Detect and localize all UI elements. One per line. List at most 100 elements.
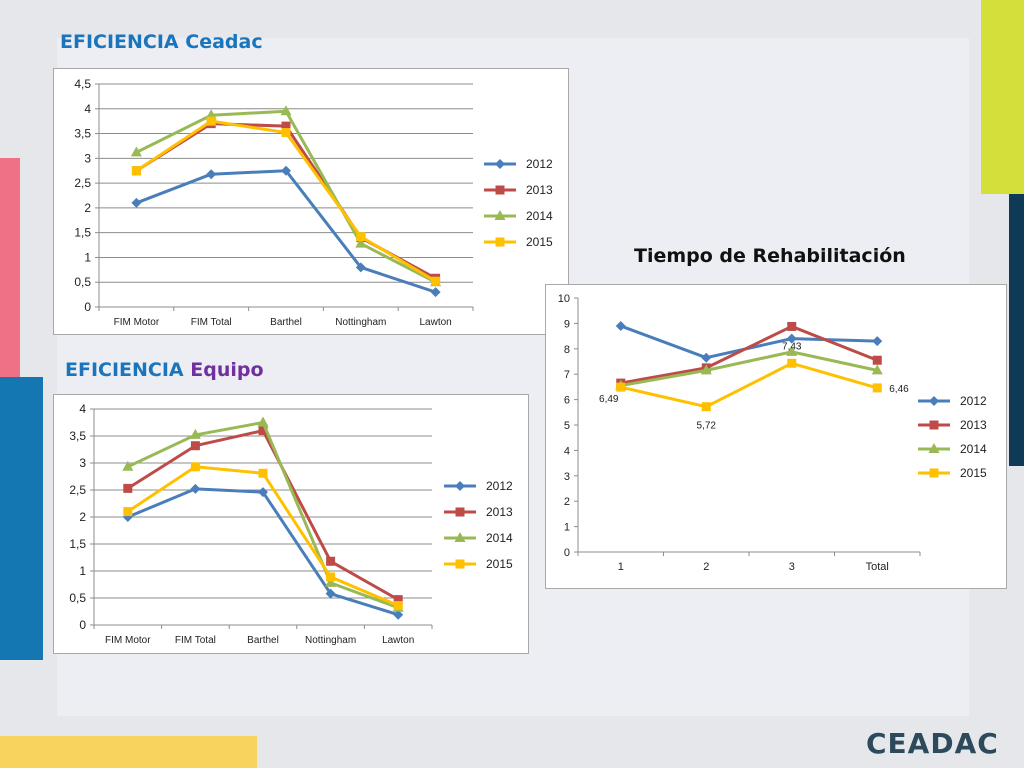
y-tick-label: 0 [564, 547, 570, 559]
accent-bar-blue [0, 377, 43, 660]
legend-marker [454, 532, 466, 542]
data-point-2014 [280, 105, 292, 116]
data-point-2012 [430, 287, 441, 298]
series-line-2012 [620, 324, 878, 360]
data-point-2015 [190, 462, 200, 472]
y-tick-label: 1,5 [74, 226, 91, 240]
data-point-2015 [872, 383, 882, 393]
series-2015 [616, 358, 882, 412]
chart-box-equipo: 0 0,5 1 1,5 2 2,5 3 3,5 4 FIM Motor FIM Total Barth… [53, 394, 529, 654]
data-point-2012 [206, 169, 217, 180]
legend-marker [928, 443, 940, 453]
legend-label: 2013 [486, 505, 513, 519]
legend-marker [455, 507, 465, 517]
y-tick-label: 4 [564, 445, 570, 457]
x-tick-label: 3 [789, 561, 795, 573]
y-tick-label: 4,5 [74, 77, 91, 91]
legend-marker [495, 185, 505, 195]
x-axis: FIM Motor FIM Total Barthel Nottingham Lawto… [98, 307, 474, 328]
data-point-2014 [871, 364, 883, 375]
y-tick-label: 7 [564, 369, 570, 381]
data-label: 5,72 [697, 421, 717, 432]
y-tick-label: 4 [79, 402, 86, 416]
heading-eficiencia-equipo: EFICIENCIA Equipo [65, 359, 264, 381]
x-axis: 1 2 3 Total [577, 552, 921, 573]
legend-label: 2015 [486, 557, 513, 571]
legend-marker [929, 396, 939, 406]
data-point-2014 [189, 428, 201, 439]
y-tick-label: 2 [79, 510, 86, 524]
series-2012 [615, 320, 883, 363]
data-point-2014 [325, 576, 337, 587]
data-label: 6,46 [889, 384, 909, 395]
data-point-2013 [190, 441, 200, 451]
data-point-2014 [130, 146, 142, 157]
data-point-2015 [787, 358, 797, 368]
legend-label: 2013 [526, 183, 553, 197]
x-tick-label: FIM Motor [105, 635, 151, 646]
y-tick-label: 0,5 [69, 591, 86, 605]
y-tick-label: 0 [79, 618, 86, 632]
series-line-2013 [126, 429, 399, 601]
ceadac-logo: CEADAC [866, 727, 999, 760]
y-axis: 0 1 2 3 4 5 6 7 8 9 10 [558, 293, 578, 559]
heading-tiempo-rehabilitacion: Tiempo de Rehabilitación [634, 245, 906, 267]
data-point-2013 [872, 355, 882, 365]
data-point-2015 [431, 276, 441, 286]
x-tick-label: Total [866, 561, 889, 573]
legend-marker [494, 210, 506, 220]
data-point-2012 [786, 333, 797, 344]
data-point-2013 [326, 556, 336, 566]
series-2014 [615, 345, 883, 390]
series-line-2012 [127, 487, 399, 617]
y-tick-label: 1 [79, 564, 86, 578]
data-point-2013 [123, 483, 133, 493]
data-point-2012 [131, 197, 142, 208]
y-tick-label: 1,5 [69, 537, 86, 551]
y-tick-label: 8 [564, 344, 570, 356]
chart-tiempo-rehabilitacion: 0 1 2 3 4 5 6 7 8 9 10 1 2 3 Total 6,49 5,72 7,43 6,46 2012… [558, 293, 987, 573]
legend-label: 2013 [960, 418, 987, 432]
data-point-2015 [258, 468, 268, 478]
y-tick-label: 1 [84, 250, 91, 264]
data-point-2015 [616, 382, 626, 392]
accent-bar-navy [1009, 194, 1024, 466]
data-point-2013 [258, 426, 268, 436]
x-tick-label: 1 [618, 561, 624, 573]
x-tick-label: 2 [703, 561, 709, 573]
data-point-2014 [355, 237, 367, 248]
chart-box-tiempo: 0 1 2 3 4 5 6 7 8 9 10 1 2 3 Total 6,49 5,72 7,43 6,46 2012… [545, 284, 1007, 589]
data-point-2015 [701, 402, 711, 412]
y-tick-label: 3,5 [69, 429, 86, 443]
data-point-2014 [257, 416, 269, 427]
data-point-2012 [393, 609, 404, 620]
data-point-2012 [701, 352, 712, 363]
legend-marker [929, 420, 939, 430]
legend-marker [455, 481, 465, 491]
data-point-2015 [356, 232, 366, 242]
legend-label: 2014 [960, 442, 987, 456]
data-point-2013 [393, 595, 403, 605]
x-tick-label: Barthel [247, 635, 279, 646]
series-line-2014 [127, 421, 399, 610]
x-tick-label: FIM Total [191, 317, 232, 328]
legend-label: 2012 [526, 157, 553, 171]
y-tick-label: 4 [84, 102, 91, 116]
legend-label: 2015 [526, 235, 553, 249]
data-point-2014 [786, 345, 798, 356]
data-point-2012 [325, 588, 336, 599]
legend: 2012 2013 2014 2015 [444, 479, 513, 571]
series-2012 [131, 165, 441, 298]
heading-eficiencia-ceadac: EFICIENCIA Ceadac [60, 31, 263, 53]
y-tick-label: 6 [564, 395, 570, 407]
data-point-2012 [258, 487, 268, 498]
data-point-2013 [281, 121, 291, 131]
data-point-2014 [700, 364, 712, 375]
series-2015 [123, 462, 403, 611]
series-2013 [123, 426, 403, 605]
x-tick-label: FIM Total [175, 635, 216, 646]
data-point-2015 [206, 116, 216, 126]
legend-marker [495, 159, 505, 169]
data-point-2012 [615, 320, 626, 331]
legend-label: 2012 [486, 479, 513, 493]
